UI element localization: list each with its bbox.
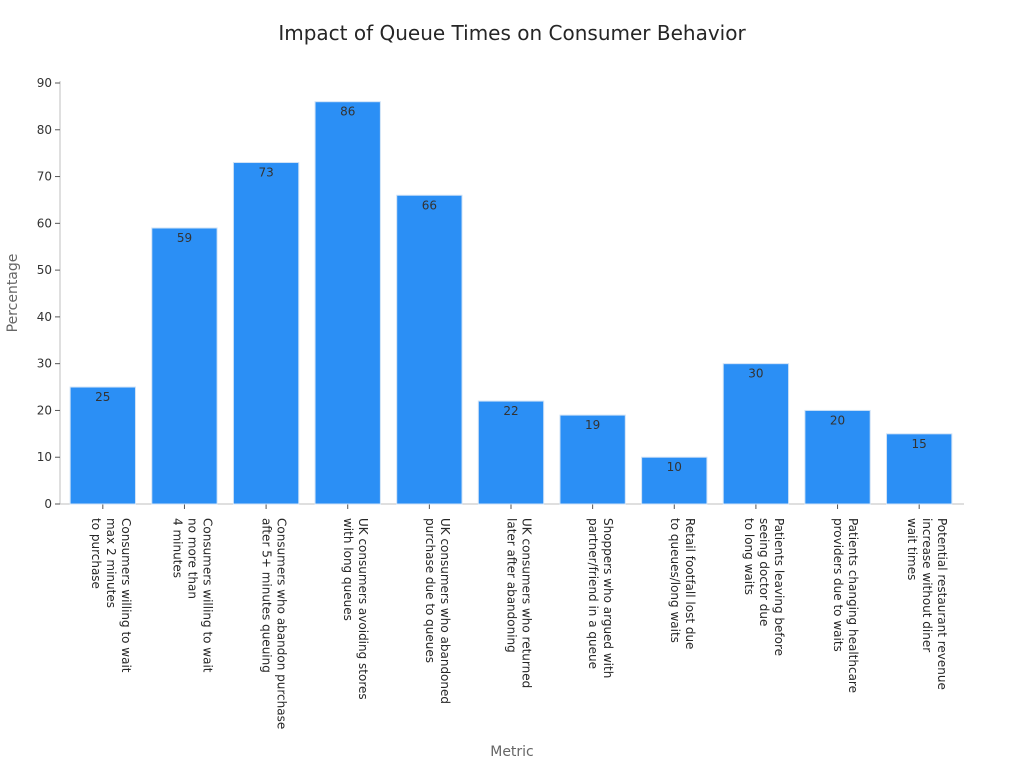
- x-tick-label-line: partner/friend in a queue: [586, 518, 600, 669]
- y-tick-label: 80: [37, 123, 52, 137]
- bar-value-label: 66: [422, 198, 437, 212]
- x-tick-label-line: to long waits: [742, 518, 756, 595]
- bar-value-label: 25: [95, 390, 110, 404]
- bar-value-label: 59: [177, 231, 192, 245]
- y-tick-label: 30: [37, 357, 52, 371]
- x-tick-label-line: Consumers who abandon purchase: [275, 518, 289, 729]
- x-tick-label-line: Retail footfall lost due: [683, 518, 697, 649]
- x-tick-label-line: Consumers willing to wait: [200, 518, 214, 673]
- x-tick-label-line: increase without diner: [920, 518, 934, 652]
- x-axis: [60, 503, 964, 509]
- bar: [559, 414, 626, 505]
- bars-group: [69, 101, 953, 505]
- x-tick-label-line: wait times: [905, 518, 919, 580]
- y-tick-label: 70: [37, 170, 52, 184]
- x-tick-label-line: seeing doctor due: [757, 518, 771, 626]
- x-tick-label-line: Patients leaving before: [772, 518, 786, 656]
- y-tick-label: 0: [44, 497, 52, 511]
- x-tick-label-line: Shoppers who argued with: [601, 518, 615, 678]
- y-tick-label: 60: [37, 216, 52, 230]
- x-tick-label-line: UK consumers avoiding stores: [356, 518, 370, 700]
- bar-value-label: 15: [912, 437, 927, 451]
- y-tick-label: 90: [37, 76, 52, 90]
- bar-value-label: 10: [667, 460, 682, 474]
- chart-title: Impact of Queue Times on Consumer Behavi…: [278, 21, 746, 45]
- x-tick-label-line: providers due to waits: [831, 518, 845, 652]
- x-tick-label-line: after 5+ minutes queuing: [260, 518, 274, 673]
- bar: [151, 227, 218, 505]
- x-tick-label-line: max 2 minutes: [104, 518, 118, 608]
- bar: [232, 162, 300, 505]
- bar: [722, 363, 790, 505]
- bar: [477, 400, 545, 505]
- x-tick-label-line: later after abandoning: [505, 518, 519, 653]
- bar-value-label: 73: [258, 166, 273, 180]
- bar: [804, 409, 871, 505]
- data-labels-group: 25 59 73 86 66 22 19 10 30 20 15: [95, 105, 927, 475]
- x-tick-label-line: Consumers willing to wait: [119, 518, 133, 673]
- bar-value-label: 19: [585, 418, 600, 432]
- bar-value-label: 22: [503, 404, 518, 418]
- y-tick-label: 50: [37, 263, 52, 277]
- x-tick-label-line: with long queues: [341, 518, 355, 621]
- y-tick-label: 20: [37, 403, 52, 417]
- x-tick-label-line: Patients changing healthcare: [846, 518, 860, 693]
- bar-value-label: 30: [748, 367, 763, 381]
- bar-value-label: 20: [830, 413, 845, 427]
- x-tick-label-line: 4 minutes: [170, 518, 184, 578]
- x-tick-label-line: UK consumers who returned: [520, 518, 534, 688]
- bar: [314, 101, 381, 505]
- x-tick-label-line: Potential restaurant revenue: [935, 518, 949, 690]
- bar: [396, 194, 463, 505]
- bar-value-label: 86: [340, 105, 355, 119]
- x-tick-label-line: purchase due to queues: [423, 518, 437, 663]
- x-tick-label-line: to purchase: [89, 518, 103, 589]
- x-tick-label-line: no more than: [185, 518, 199, 599]
- x-tick-label-line: to queues/long waits: [668, 518, 682, 643]
- bar: [641, 456, 708, 505]
- y-axis: 0 10 20 30 40 50 60 70 80 90: [37, 76, 61, 511]
- bar: [69, 386, 136, 505]
- x-axis-title: Metric: [490, 744, 534, 760]
- y-tick-label: 10: [37, 450, 52, 464]
- x-tick-label-line: UK consumers who abandoned: [438, 518, 452, 704]
- y-tick-label: 40: [37, 310, 52, 324]
- bar: [886, 433, 953, 505]
- y-axis-title: Percentage: [5, 254, 21, 333]
